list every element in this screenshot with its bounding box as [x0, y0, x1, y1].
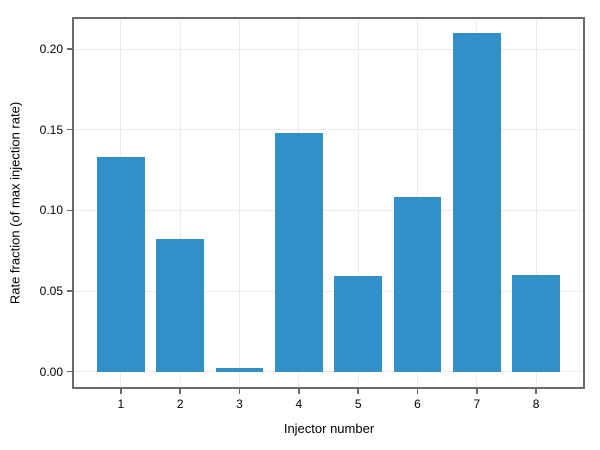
x-tick-mark — [535, 389, 537, 394]
y-tick-label: 0.15 — [39, 122, 63, 137]
bar-injector-4 — [275, 132, 323, 372]
x-gridline — [179, 19, 181, 387]
x-tick-mark — [416, 389, 419, 394]
x-tick-mark — [357, 389, 359, 394]
bar-injector-8 — [512, 274, 560, 372]
y-tick-mark — [67, 370, 72, 373]
y-gridline — [74, 48, 583, 50]
y-tick-label: 0.10 — [39, 203, 63, 218]
x-tick-label: 4 — [295, 397, 303, 411]
y-tick-label: 0.20 — [39, 42, 63, 56]
y-tick-mark — [67, 290, 72, 292]
y-tick-label: 0.00 — [39, 364, 63, 379]
x-tick-label: 1 — [117, 397, 125, 411]
x-tick-mark — [120, 389, 122, 394]
y-tick-mark — [67, 48, 72, 50]
y-gridline — [74, 290, 583, 292]
y-axis-title: Rate fraction (of max injection rate) — [7, 101, 23, 305]
y-gridline — [74, 129, 583, 131]
x-tick-label: 7 — [473, 397, 481, 411]
x-axis-title: Injector number — [283, 421, 375, 436]
x-gridline — [535, 19, 537, 387]
x-tick-label: 6 — [414, 397, 421, 411]
bar-injector-3 — [215, 368, 264, 372]
x-tick-label: 8 — [532, 397, 540, 411]
bar-injector-5 — [334, 276, 382, 372]
bar-injector-6 — [393, 197, 442, 372]
x-tick-mark — [179, 389, 181, 394]
bar-injector-2 — [156, 239, 204, 372]
y-tick-mark — [67, 128, 72, 131]
x-tick-label: 2 — [176, 397, 184, 411]
y-tick-mark — [67, 209, 72, 212]
x-tick-mark — [238, 389, 241, 394]
x-tick-label: 5 — [354, 397, 362, 411]
x-tick-mark — [476, 389, 478, 394]
y-gridline — [74, 209, 583, 211]
y-tick-label: 0.05 — [39, 284, 63, 298]
y-gridline — [74, 371, 583, 373]
x-gridline — [239, 19, 240, 387]
x-tick-mark — [298, 389, 300, 394]
x-gridline — [357, 19, 359, 387]
bar-injector-1 — [97, 157, 145, 372]
plot-area — [72, 17, 585, 389]
x-tick-label: 3 — [236, 397, 243, 411]
bar-injector-7 — [453, 32, 501, 372]
